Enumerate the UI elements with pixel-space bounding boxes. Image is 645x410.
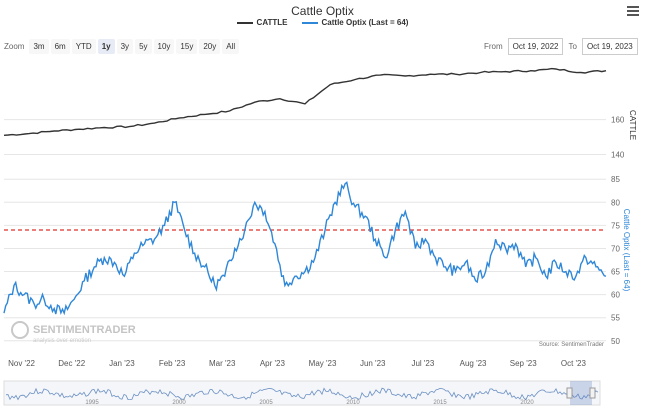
zoom-button-3y[interactable]: 3y xyxy=(116,39,134,54)
navigator-selection[interactable] xyxy=(570,381,592,405)
optix-y-tick-label: 60 xyxy=(611,291,620,300)
legend: CATTLE Cattle Optix (Last = 64) xyxy=(0,18,645,27)
price-axis-label: CATTLE xyxy=(628,110,637,140)
legend-swatch-optix xyxy=(301,21,318,24)
legend-label-optix: Cattle Optix (Last = 64) xyxy=(321,18,409,27)
navigator-year-label: 2005 xyxy=(259,400,273,406)
x-tick-label: Jul '23 xyxy=(411,359,434,368)
zoom-button-3m[interactable]: 3m xyxy=(29,39,49,54)
x-tick-label: Sep '23 xyxy=(510,359,537,368)
price-y-tick-label: 140 xyxy=(611,151,625,160)
watermark-subtext: analysis over emotion xyxy=(33,338,91,344)
optix-y-tick-label: 85 xyxy=(611,175,620,184)
x-tick-label: Aug '23 xyxy=(460,359,487,368)
cattle-price-series xyxy=(3,67,607,136)
optix-y-tick-label: 70 xyxy=(611,244,620,253)
zoom-button-1y[interactable]: 1y xyxy=(97,39,115,54)
x-tick-label: Oct '23 xyxy=(561,359,587,368)
navigator[interactable]: 1995 2000 2005 2010 2015 2020 xyxy=(3,380,601,406)
optix-y-tick-label: 75 xyxy=(611,221,620,230)
x-tick-label: Dec '22 xyxy=(58,359,85,368)
hamburger-menu-icon[interactable] xyxy=(627,4,639,18)
cattle-optix-series xyxy=(3,181,607,316)
watermark-text: SENTIMENTRADER xyxy=(33,324,136,336)
optix-y-tick-label: 55 xyxy=(611,314,620,323)
optix-axis-label: Cattle Optix (Last = 64) xyxy=(622,209,631,292)
navigator-year-label: 2015 xyxy=(433,400,447,406)
x-tick-label: Jun '23 xyxy=(360,359,386,368)
x-tick-label: Feb '23 xyxy=(159,359,186,368)
navigator-left-handle[interactable] xyxy=(566,387,573,399)
x-tick-label: Mar '23 xyxy=(209,359,236,368)
navigator-year-label: 1995 xyxy=(85,400,99,406)
navigator-year-label: 2000 xyxy=(172,400,186,406)
to-date-input[interactable]: Oct 19, 2023 xyxy=(581,38,638,55)
optix-y-tick-label: 65 xyxy=(611,268,620,277)
navigator-year-label: 2020 xyxy=(520,400,534,406)
credits: Source: SentimenTrader xyxy=(539,342,604,348)
legend-label-cattle: CATTLE xyxy=(256,18,288,27)
x-tick-label: Nov '22 xyxy=(8,359,35,368)
navigator-year-label: 2010 xyxy=(346,400,360,406)
zoom-button-all[interactable]: All xyxy=(222,39,240,54)
zoom-button-15y[interactable]: 15y xyxy=(176,39,198,54)
to-label: To xyxy=(568,42,577,51)
zoom-button-20y[interactable]: 20y xyxy=(199,39,221,54)
zoom-label: Zoom xyxy=(4,42,25,51)
zoom-button-6m[interactable]: 6m xyxy=(50,39,70,54)
legend-item-cattle[interactable]: CATTLE xyxy=(236,18,288,27)
x-tick-label: May '23 xyxy=(309,359,337,368)
legend-item-optix[interactable]: Cattle Optix (Last = 64) xyxy=(301,18,409,27)
watermark: SENTIMENTRADER analysis over emotion xyxy=(11,321,136,344)
navigator-series xyxy=(5,387,599,401)
price-y-tick-label: 160 xyxy=(611,116,625,125)
date-range: From Oct 19, 2022 To Oct 19, 2023 xyxy=(484,38,638,55)
navigator-right-handle[interactable] xyxy=(589,387,596,399)
zoom-button-ytd[interactable]: YTD xyxy=(71,39,96,54)
optix-y-tick-label: 80 xyxy=(611,198,620,207)
chart-title: Cattle Optix xyxy=(291,4,354,18)
zoom-button-5y[interactable]: 5y xyxy=(135,39,152,54)
zoom-bar: Zoom 3m 6m YTD 1y 3y 5y 10y 15y 20y All xyxy=(4,39,240,54)
from-label: From xyxy=(484,42,503,51)
from-date-input[interactable]: Oct 19, 2022 xyxy=(507,38,564,55)
legend-swatch-cattle xyxy=(236,21,253,24)
grid-lines xyxy=(4,119,606,342)
optix-y-tick-label: 50 xyxy=(611,337,620,346)
x-tick-label: Apr '23 xyxy=(260,359,286,368)
watermark-logo-icon xyxy=(11,321,29,339)
zoom-button-10y[interactable]: 10y xyxy=(153,39,175,54)
x-tick-label: Jan '23 xyxy=(109,359,135,368)
